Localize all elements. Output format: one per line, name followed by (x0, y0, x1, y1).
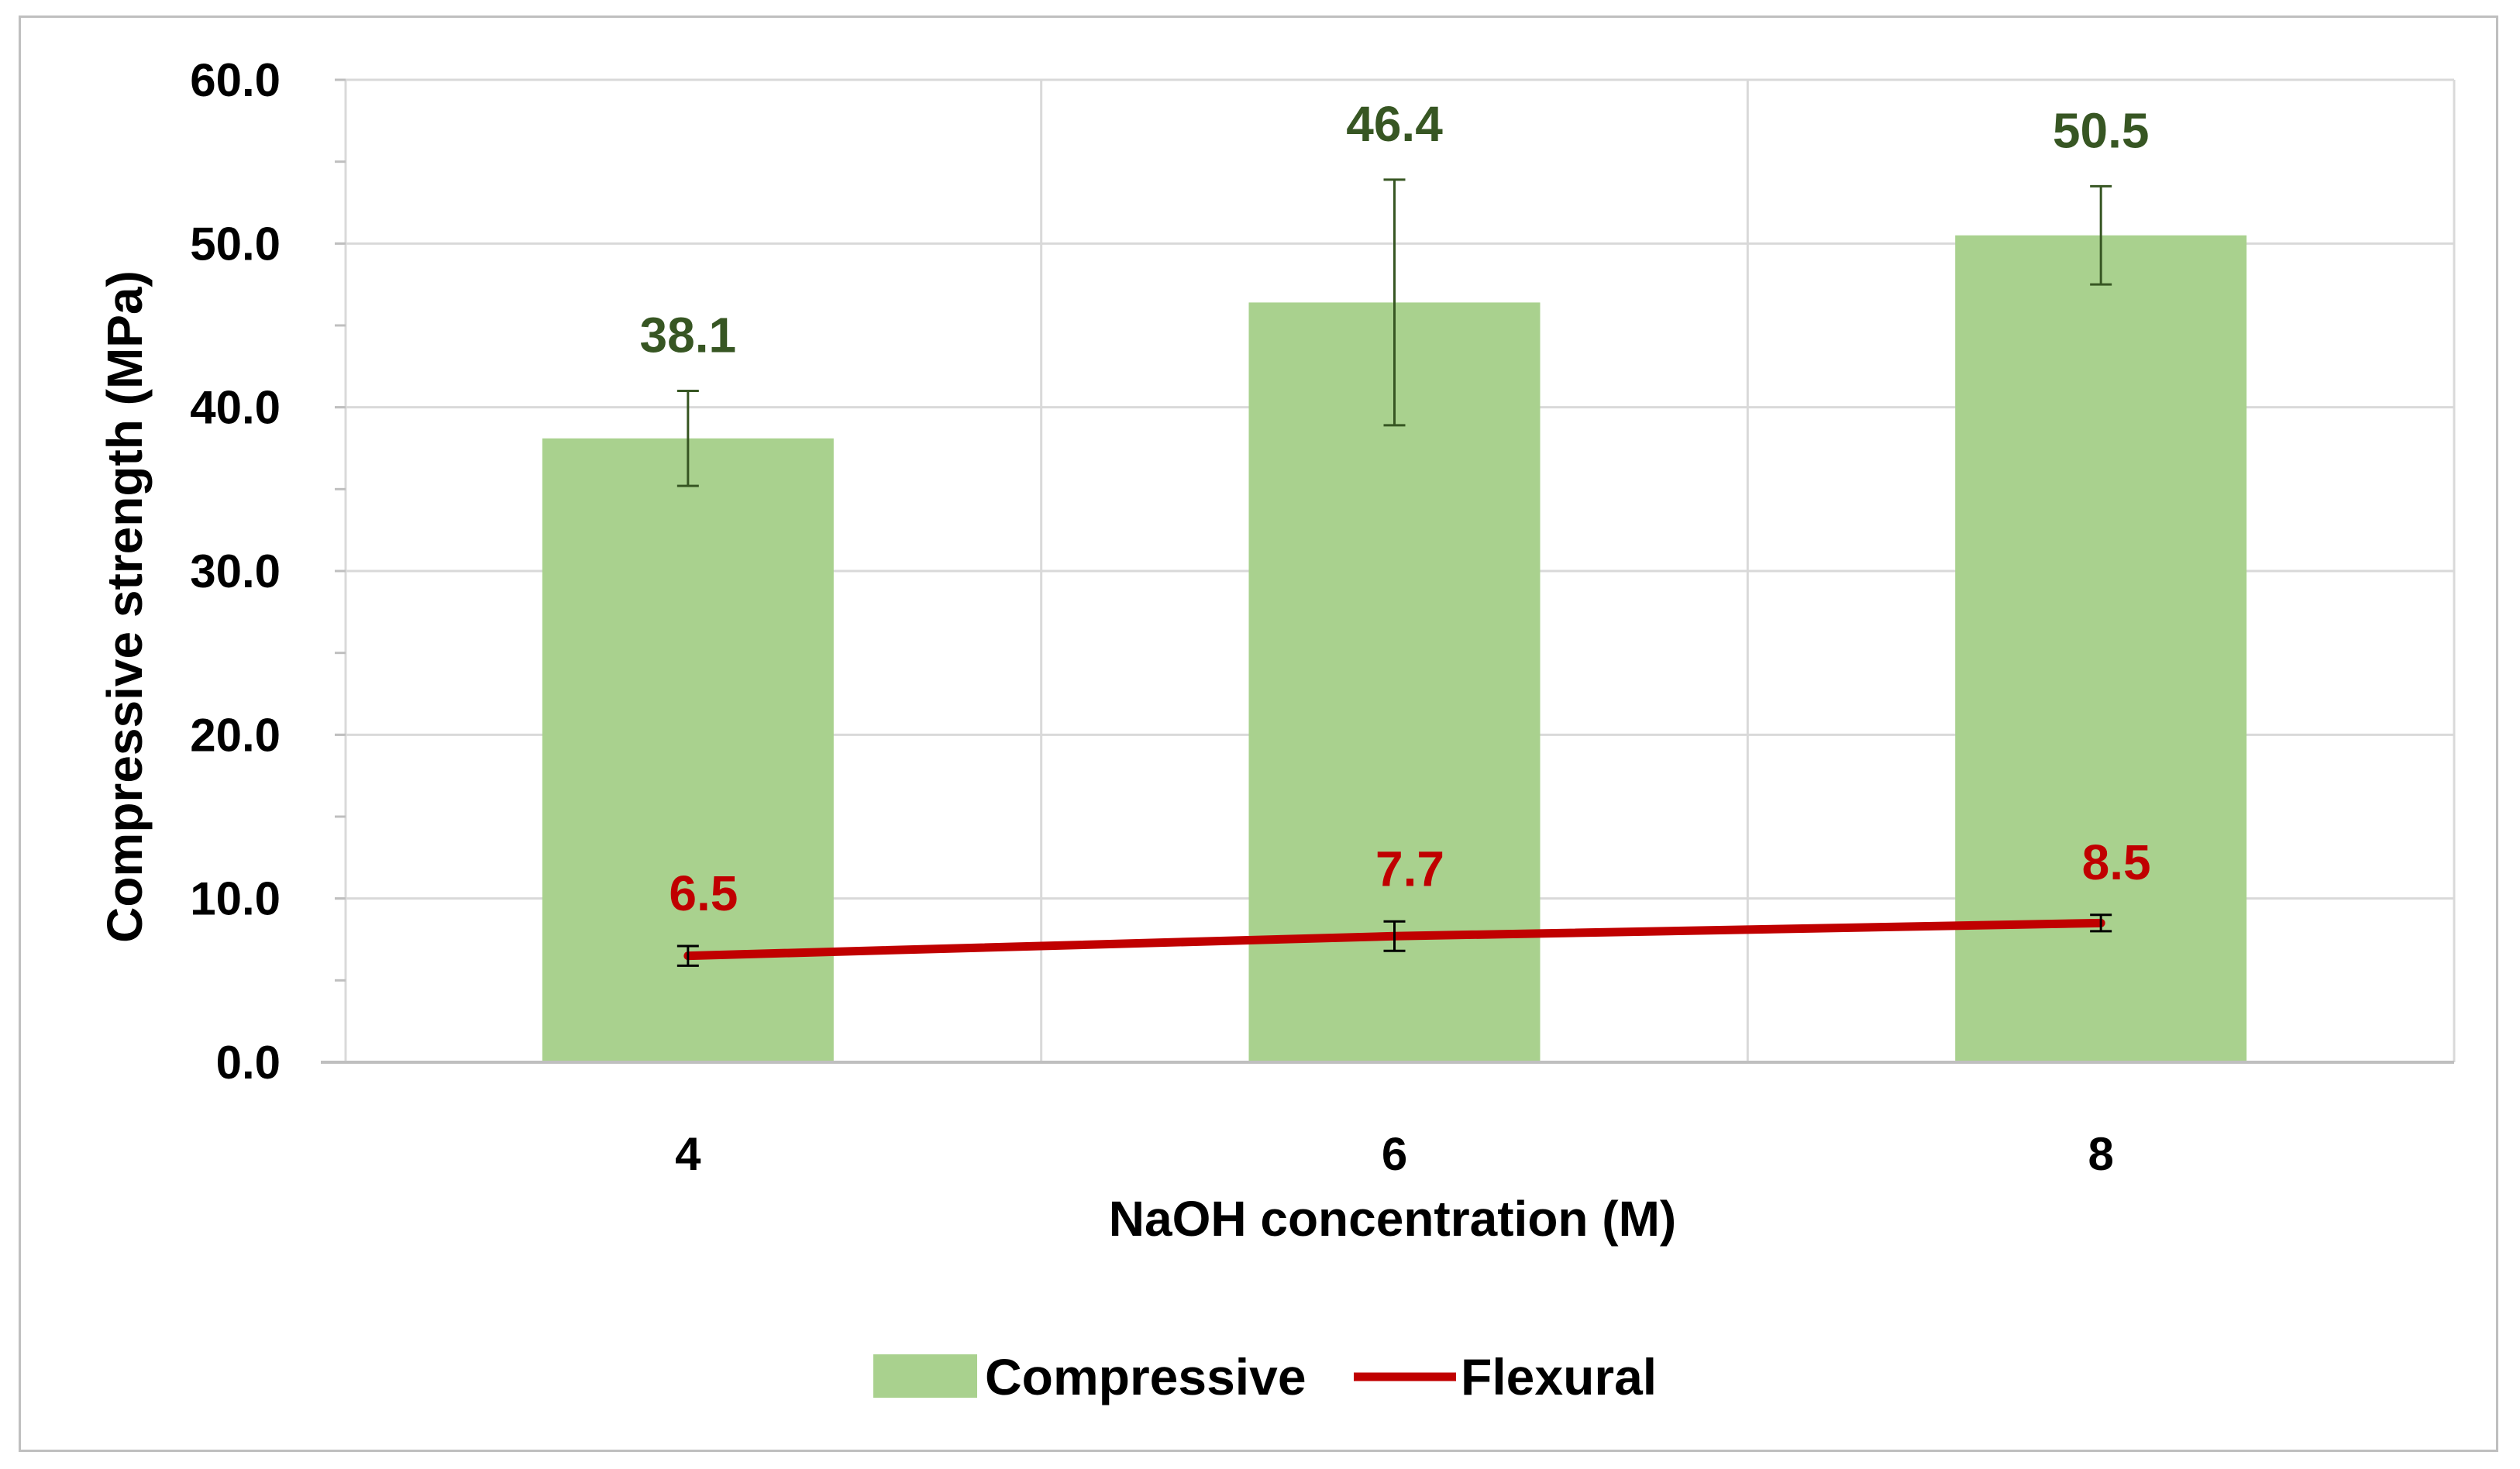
bar-compressive (1955, 235, 2247, 1063)
x-tick-label: 8 (2088, 1128, 2113, 1180)
legend-label-compressive: Compressive (985, 1348, 1306, 1405)
x-axis-title: NaOH concentration (M) (1109, 1191, 1676, 1247)
line-layer (676, 178, 2112, 967)
data-label-compressive: 50.5 (2053, 102, 2150, 158)
legend: Compressive Flexural (873, 1348, 1657, 1405)
label-layer: 38.1 46.4 50.5 6.5 7.7 8.5 (640, 96, 2151, 921)
data-label-compressive: 46.4 (1346, 96, 1443, 152)
data-label-flexural: 7.7 (1375, 841, 1444, 896)
y-tick-label: 10.0 (190, 873, 281, 925)
y-tick-label: 0.0 (216, 1037, 281, 1089)
data-label-flexural: 6.5 (669, 865, 738, 921)
data-label-compressive: 38.1 (640, 308, 737, 363)
data-label-flexural: 8.5 (2082, 834, 2151, 890)
x-tick-label: 6 (1382, 1128, 1407, 1180)
y-tick-label: 50.0 (190, 218, 281, 270)
legend-swatch-compressive (873, 1354, 977, 1398)
y-tick-label: 30.0 (190, 545, 281, 597)
axis-layer: 0.0 10.0 20.0 30.0 40.0 50.0 60.0 4 6 8 (190, 54, 2454, 1180)
y-tick-label: 40.0 (190, 382, 281, 434)
chart-frame: 0.0 10.0 20.0 30.0 40.0 50.0 60.0 4 6 8 38.1 46.4 5… (19, 15, 2498, 1452)
y-tick-label: 20.0 (190, 709, 281, 761)
x-tick-label: 4 (675, 1128, 701, 1180)
y-tick-label: 60.0 (190, 54, 281, 106)
bar-compressive (542, 438, 834, 1062)
legend-label-flexural: Flexural (1461, 1348, 1657, 1405)
y-axis-title: Compressive strength (MPa) (97, 270, 153, 943)
chart-svg: 0.0 10.0 20.0 30.0 40.0 50.0 60.0 4 6 8 38.1 46.4 5… (97, 54, 2456, 1405)
